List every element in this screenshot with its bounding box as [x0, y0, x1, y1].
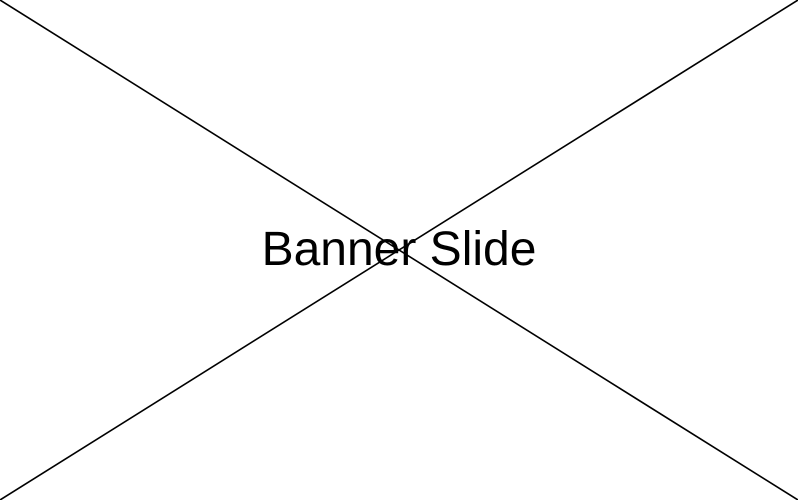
banner-label: Banner Slide [261, 223, 537, 276]
